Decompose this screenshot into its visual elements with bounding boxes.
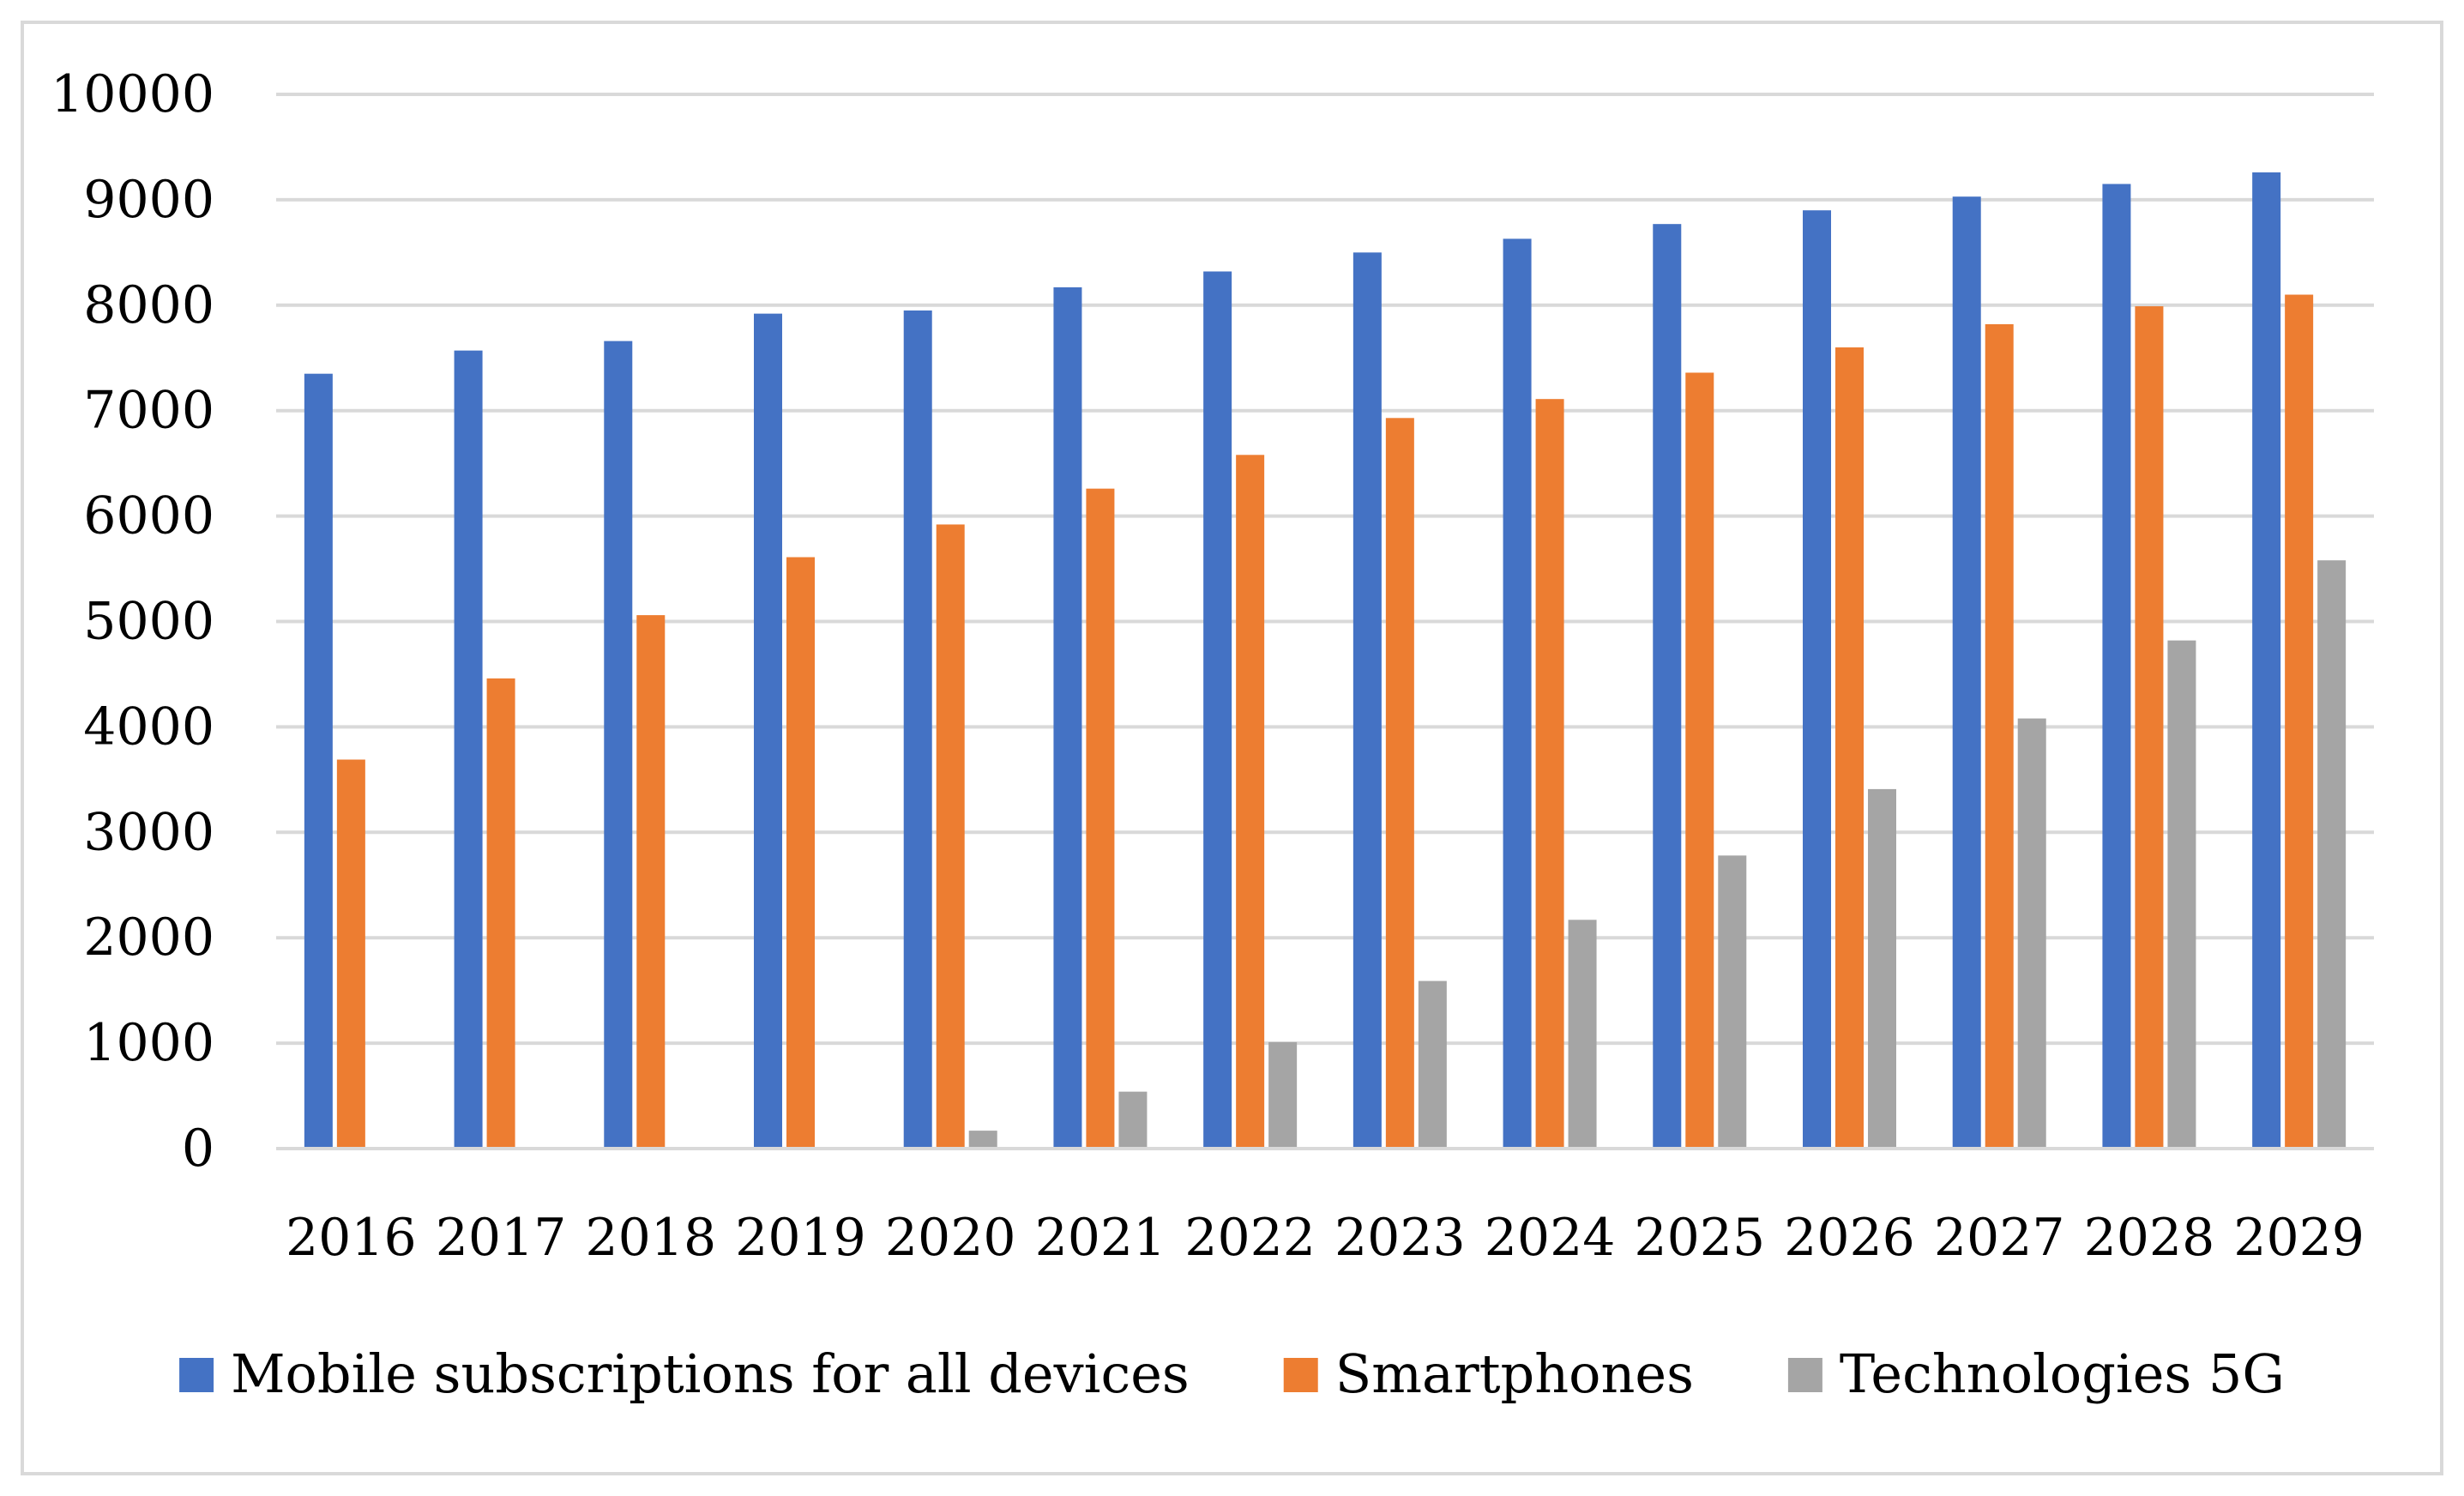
- bar-smartphones-2027: [1985, 323, 2014, 1149]
- y-tick-label: 9000: [83, 170, 214, 230]
- bar-mobile-subscriptions-for-all-devices-2025: [1653, 224, 1682, 1149]
- bar-smartphones-2017: [486, 678, 515, 1149]
- legend: Mobile subscriptions for all devices Smar…: [179, 1342, 2285, 1405]
- gridlines: [276, 93, 2374, 1046]
- bar-technologies-5g-2021: [1118, 1091, 1148, 1149]
- bar-smartphones-2028: [2135, 306, 2164, 1149]
- bar-technologies-5g-2026: [1868, 788, 1896, 1149]
- x-tick-label: 2020: [885, 1208, 1016, 1268]
- legend-swatch: [1283, 1358, 1318, 1392]
- bar-technologies-5g-2023: [1418, 980, 1447, 1149]
- legend-item: Mobile subscriptions for all devices: [179, 1342, 1190, 1405]
- x-tick-label: 2019: [735, 1208, 866, 1268]
- bar-mobile-subscriptions-for-all-devices-2022: [1203, 271, 1232, 1149]
- bar-technologies-5g-2022: [1268, 1041, 1298, 1149]
- bar-mobile-subscriptions-for-all-devices-2028: [2102, 184, 2131, 1149]
- x-tick-label: 2028: [2084, 1208, 2215, 1268]
- bar-mobile-subscriptions-for-all-devices-2021: [1053, 287, 1082, 1149]
- x-tick-label: 2029: [2233, 1208, 2365, 1268]
- bar-smartphones-2022: [1236, 455, 1265, 1149]
- bar-smartphones-2023: [1385, 418, 1414, 1149]
- bar-smartphones-2025: [1685, 372, 1714, 1149]
- bar-technologies-5g-2024: [1568, 920, 1597, 1149]
- y-tick-label: 4000: [83, 697, 214, 757]
- bar-smartphones-2020: [936, 524, 965, 1149]
- x-tick-label: 2027: [1934, 1208, 2065, 1268]
- bars: [304, 172, 2347, 1149]
- y-tick-label: 7000: [83, 381, 214, 441]
- bar-mobile-subscriptions-for-all-devices-2027: [1952, 196, 1981, 1149]
- y-tick-label: 3000: [83, 802, 214, 862]
- bar-mobile-subscriptions-for-all-devices-2018: [604, 341, 633, 1149]
- bar-mobile-subscriptions-for-all-devices-2019: [754, 313, 782, 1149]
- x-tick-label: 2024: [1485, 1208, 1616, 1268]
- bar-mobile-subscriptions-for-all-devices-2026: [1803, 210, 1831, 1149]
- bar-smartphones-2016: [336, 759, 365, 1149]
- bar-technologies-5g-2025: [1718, 855, 1747, 1149]
- x-tick-label: 2026: [1784, 1208, 1915, 1268]
- legend-swatch: [1787, 1358, 1822, 1392]
- x-tick-label: 2017: [436, 1208, 567, 1268]
- y-tick-label: 5000: [83, 592, 214, 652]
- y-tick-label: 1000: [83, 1013, 214, 1073]
- bar-technologies-5g-2027: [2017, 718, 2046, 1149]
- x-tick-label: 2022: [1184, 1208, 1316, 1268]
- x-tick-label: 2023: [1334, 1208, 1466, 1268]
- bar-technologies-5g-2020: [968, 1131, 997, 1149]
- bar-mobile-subscriptions-for-all-devices-2029: [2252, 172, 2281, 1149]
- legend-item: Smartphones: [1283, 1342, 1694, 1405]
- bar-mobile-subscriptions-for-all-devices-2024: [1503, 238, 1532, 1149]
- axes: 0 1000 2000 3000 4000 5000 6000 7000 8000 9000 100…: [51, 64, 2374, 1268]
- legend-item: Technologies 5G: [1787, 1342, 2285, 1405]
- bar-smartphones-2018: [636, 615, 666, 1149]
- y-tick-label: 2000: [83, 908, 214, 968]
- legend-label: Smartphones: [1335, 1342, 1694, 1405]
- x-tick-label: 2025: [1634, 1208, 1765, 1268]
- bar-smartphones-2026: [1835, 347, 1864, 1149]
- legend-label: Mobile subscriptions for all devices: [231, 1342, 1190, 1405]
- bar-smartphones-2029: [2285, 294, 2314, 1149]
- y-tick-label: 8000: [83, 275, 214, 335]
- bar-smartphones-2021: [1086, 488, 1115, 1149]
- bar-mobile-subscriptions-for-all-devices-2017: [454, 350, 483, 1149]
- bar-technologies-5g-2029: [2317, 560, 2347, 1149]
- y-tick-label: 6000: [83, 486, 214, 546]
- x-tick-label: 2021: [1035, 1208, 1166, 1268]
- bar-smartphones-2024: [1535, 399, 1564, 1149]
- bar-smartphones-2019: [786, 557, 815, 1149]
- legend-label: Technologies 5G: [1840, 1342, 2285, 1405]
- x-tick-label: 2016: [286, 1208, 417, 1268]
- bar-technologies-5g-2028: [2167, 640, 2196, 1149]
- y-tick-label: 0: [182, 1119, 214, 1179]
- bar-mobile-subscriptions-for-all-devices-2020: [903, 310, 932, 1149]
- y-tick-label: 10000: [51, 64, 214, 124]
- bar-mobile-subscriptions-for-all-devices-2016: [304, 373, 333, 1149]
- x-tick-label: 2018: [585, 1208, 716, 1268]
- bar-mobile-subscriptions-for-all-devices-2023: [1352, 252, 1382, 1149]
- legend-swatch: [179, 1358, 214, 1392]
